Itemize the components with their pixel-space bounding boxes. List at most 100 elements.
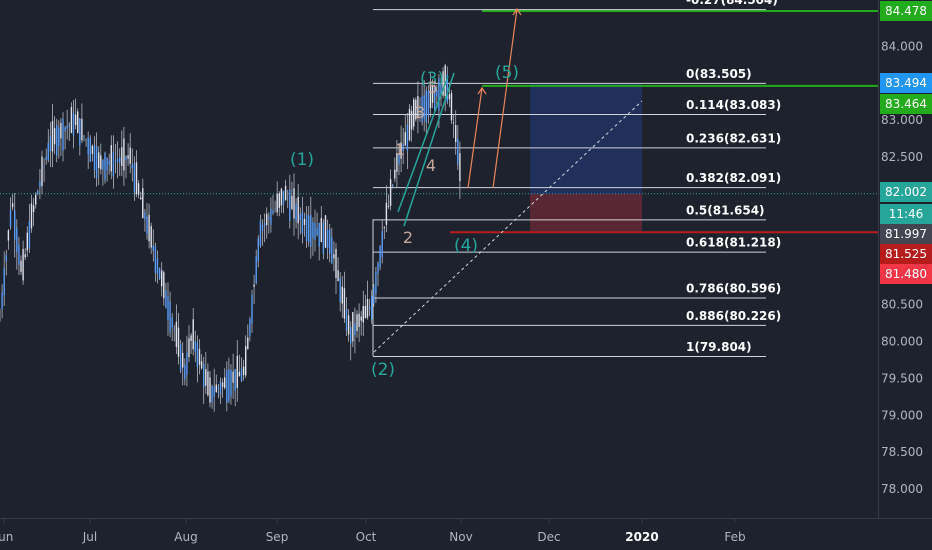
candle-body [45, 156, 47, 160]
candle-body [257, 238, 259, 262]
candle-body [62, 118, 64, 151]
candle-body [205, 369, 207, 386]
candle-body [347, 315, 350, 335]
price-label-box [880, 73, 932, 93]
candle-body [104, 152, 106, 181]
candle-body [402, 144, 404, 151]
candle-body [301, 211, 304, 233]
price-label-box [880, 1, 932, 21]
price-label-text: 81.525 [885, 247, 927, 261]
candle-body [173, 329, 175, 330]
projection-arrow[interactable] [492, 8, 518, 189]
candle-body [242, 366, 245, 376]
price-label-text: 81.997 [885, 227, 927, 241]
candle-body [53, 128, 56, 145]
price-axis-tick: 83.000 [881, 113, 923, 127]
candle-body [417, 96, 419, 119]
price-label-box [880, 244, 932, 264]
candle-body [410, 110, 413, 130]
candle-body [131, 164, 133, 169]
candle-body [406, 124, 409, 151]
candle-body [146, 216, 148, 234]
candle-body [156, 257, 159, 275]
candle-body [121, 147, 123, 167]
candle-body [219, 381, 222, 395]
time-axis-tick: Sep [266, 530, 289, 544]
wave-label-major: (1) [290, 150, 314, 170]
drawing-tools[interactable] [373, 7, 643, 353]
candle-body [278, 193, 280, 208]
price-candles [0, 63, 461, 412]
candle-body [270, 208, 272, 225]
candle-body [392, 185, 394, 187]
candle-body [74, 114, 77, 126]
price-label-box [880, 224, 932, 244]
candle-body [354, 323, 356, 336]
candle-body [377, 263, 379, 274]
price-axis-tick: 82.500 [881, 150, 923, 164]
candle-body [135, 162, 138, 195]
projection-arrow[interactable] [467, 87, 483, 189]
candle-body [310, 214, 312, 247]
candle-body [324, 215, 327, 248]
candle-body [360, 316, 362, 321]
candle-body [425, 90, 427, 123]
candle-body [320, 218, 322, 243]
candle-body [234, 369, 236, 391]
candle-body [203, 363, 205, 388]
candle-body [188, 338, 190, 358]
candle-body [72, 113, 75, 136]
wave-label-minor: 2 [403, 228, 413, 247]
candle-body [375, 272, 377, 294]
candle-body [251, 294, 253, 324]
fib-level-label: 0.382(82.091) [686, 171, 781, 185]
candle-body [333, 254, 335, 259]
candle-body [263, 223, 266, 226]
candle-body [5, 255, 7, 261]
candle-body [408, 108, 411, 141]
price-axis-tick: 78.000 [881, 482, 923, 496]
candle-body [341, 286, 343, 304]
candle-body [255, 256, 257, 283]
candle-body [85, 139, 87, 141]
time-axis-tick: Dec [537, 530, 560, 544]
candle-body [373, 287, 375, 304]
candle-body [337, 270, 339, 282]
diagonal-trend-line[interactable] [373, 100, 643, 353]
profit-zone[interactable] [530, 83, 642, 194]
candle-body [339, 278, 341, 303]
candle-body [326, 230, 329, 248]
candle-body [77, 111, 79, 133]
candle-body [400, 142, 402, 159]
candle-body [169, 301, 171, 333]
fibonacci-retracement[interactable]: -0.27(84.504) 0(83.505) 0.114(83.083) 0.236… [372, 0, 781, 357]
wave-channel-lower[interactable] [397, 75, 449, 213]
candle-body [314, 222, 316, 240]
candle-body [56, 124, 58, 156]
candle-body [350, 327, 352, 344]
candle-body [179, 343, 182, 371]
candle-body [154, 245, 157, 273]
price-axis-tick: 78.500 [881, 445, 923, 459]
candle-body [161, 270, 163, 287]
candle-body [249, 319, 251, 336]
candle-body [343, 288, 346, 319]
price-axis-tick: 79.000 [881, 408, 923, 422]
loss-zone[interactable] [530, 193, 642, 233]
wave-channel-upper[interactable] [403, 72, 455, 227]
candle-body [221, 382, 224, 387]
price-label-text: 83.464 [885, 97, 927, 111]
candle-body [356, 314, 358, 332]
candle-body [32, 205, 35, 212]
candle-body [459, 153, 461, 182]
candle-body [28, 221, 31, 249]
candle-body [22, 248, 24, 281]
time-axis[interactable]: Jun Jul Aug Sep Oct Nov Dec 2020 Feb [0, 518, 746, 544]
candle-body [68, 124, 70, 127]
candle-body [230, 369, 232, 397]
candle-body [358, 313, 360, 327]
candle-body [259, 220, 262, 246]
candle-body [413, 99, 415, 127]
candle-body [81, 118, 83, 141]
